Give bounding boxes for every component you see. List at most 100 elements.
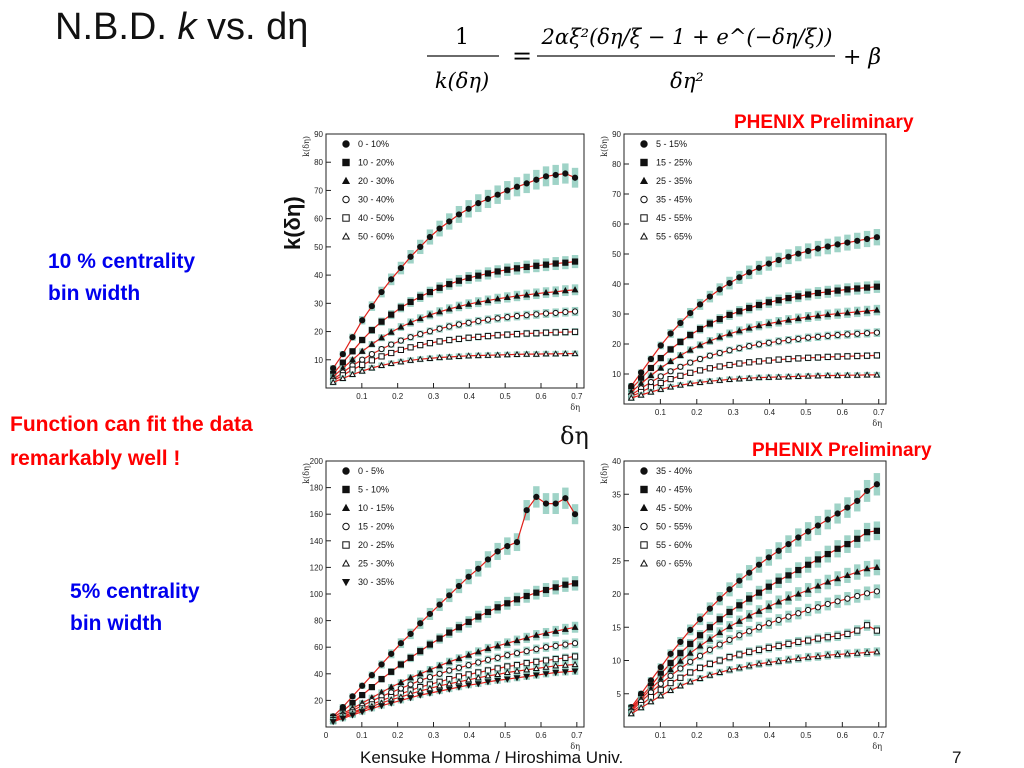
data-point [716,286,723,293]
data-point [407,630,414,637]
data-point [745,612,753,619]
data-point [726,375,733,382]
data-point [765,620,772,627]
data-point [562,654,569,661]
legend-marker [342,214,350,222]
phenix-label-top: PHENIX Preliminary [734,112,914,133]
data-point [834,331,841,339]
x-axis-label: δη [570,403,580,412]
x-tick-label: 0.3 [728,408,740,417]
legend-marker [342,195,350,204]
data-point [735,327,743,334]
data-point [542,288,550,296]
x-tick-label: 0.1 [356,392,368,401]
data-point [465,573,472,580]
data-point [785,373,792,380]
data-point [475,565,482,572]
data-point [484,679,492,686]
data-point [523,180,530,187]
data-point [765,299,772,306]
data-point [533,311,540,318]
data-point [446,667,453,674]
data-point [562,329,569,336]
y-tick-label: 50 [612,250,621,259]
data-point [785,355,792,363]
data-point [533,262,540,269]
y-tick-label: 15 [612,623,621,632]
data-point [696,367,704,374]
data-point [805,637,812,644]
data-point [523,660,530,667]
y-tick-label: 180 [310,484,324,493]
data-point [561,287,569,294]
x-tick-label: 0.4 [464,392,476,401]
data-point [873,588,881,595]
data-point [795,293,802,300]
data-point [834,353,841,360]
data-point [503,668,511,676]
data-point [474,298,482,305]
data-point [687,626,694,634]
data-point [513,330,521,338]
data-point [426,690,434,697]
data-point [706,671,714,678]
data-point [484,644,492,652]
legend-marker [341,232,351,240]
y-tick-label: 20 [612,340,621,349]
note-10pct-line1: 10 % centrality [48,250,196,273]
y-tick-label: 20 [314,328,323,337]
data-point [465,651,473,658]
data-point [843,650,851,657]
x-tick-label: 0.6 [837,731,849,740]
data-point [834,650,842,658]
data-point [775,657,783,664]
data-point [755,322,763,329]
data-point [706,352,713,359]
data-point [863,529,871,536]
data-point [706,293,713,300]
data-point [417,648,424,655]
data-point [465,618,472,626]
data-point [696,301,704,308]
data-point [359,682,366,689]
x-tick-label: 0.5 [800,731,812,740]
data-point [805,606,812,614]
data-point [503,293,511,300]
data-point [873,283,881,290]
data-point [494,604,501,611]
data-point [873,481,881,488]
data-point [387,328,395,335]
data-point [637,391,645,398]
data-point [397,337,404,344]
data-point [755,589,763,596]
data-point [523,330,530,337]
y-tick-label: 70 [612,190,621,199]
data-point [785,572,792,579]
legend-label: 20 - 25% [358,540,394,550]
data-point [755,660,763,667]
chart-panel-5pct-central: 20 40 60 80 100 120 140 160 180 200 0 0.1 0.2 0.3 0.4 0… [302,457,585,751]
x-tick-label: 0.6 [837,408,849,417]
series-35-40% [628,473,881,711]
data-point [562,641,569,648]
data-point [627,710,635,717]
data-point [513,183,521,190]
data-point [805,291,812,298]
data-point [687,310,694,317]
data-point [677,638,684,645]
data-point [863,235,871,243]
data-point [407,253,414,260]
data-point [378,318,385,325]
note-fit-line1: Function can fit the data [10,413,253,436]
data-point [824,578,832,585]
data-point [863,565,871,572]
y-tick-label: 200 [310,457,324,466]
data-point [844,541,851,548]
y-tick-label: 30 [612,524,621,533]
data-point [523,291,531,298]
data-point [562,308,569,316]
data-point [542,671,550,678]
data-point [834,545,841,552]
data-point [475,200,482,207]
legend-label: 0 - 5% [358,466,384,476]
